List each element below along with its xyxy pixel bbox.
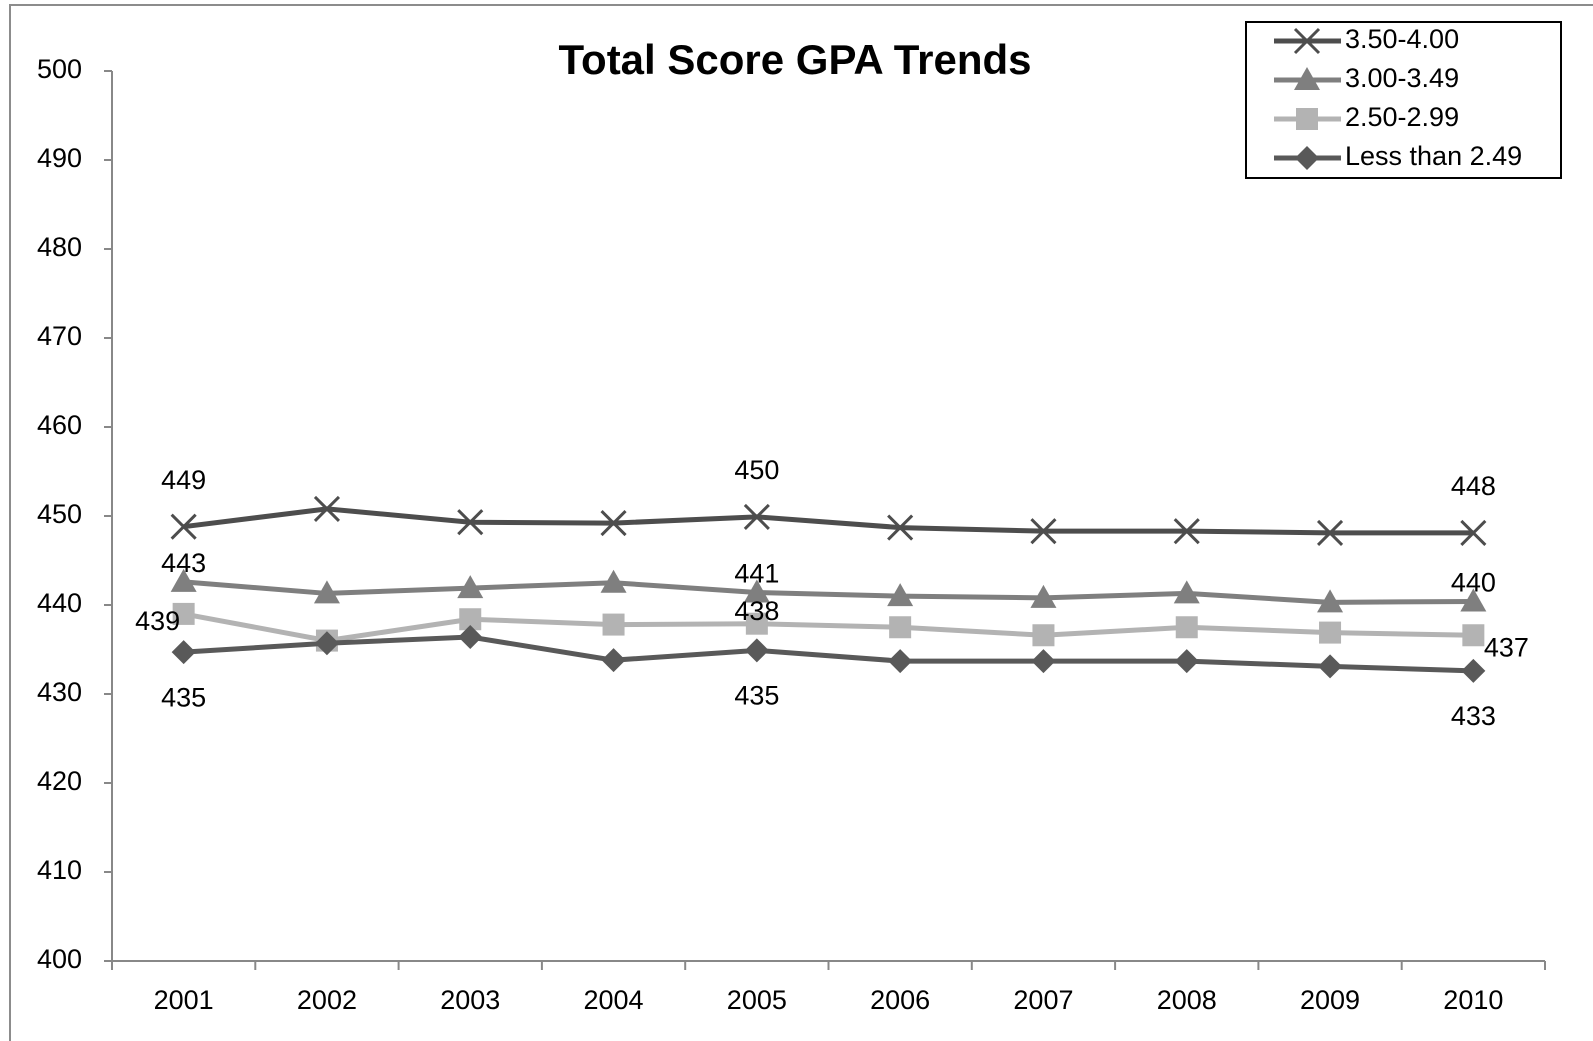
marker xyxy=(170,568,197,592)
marker xyxy=(743,503,770,530)
x-tick-label: 2005 xyxy=(727,985,787,1015)
marker xyxy=(1173,518,1200,545)
marker xyxy=(601,648,626,673)
marker xyxy=(1318,654,1343,679)
data-label: 443 xyxy=(161,548,206,578)
legend-marker xyxy=(1295,146,1319,170)
marker xyxy=(1173,580,1200,604)
marker xyxy=(745,612,768,635)
chart-frame xyxy=(9,4,1593,1041)
marker xyxy=(600,569,627,593)
marker xyxy=(1316,519,1344,546)
marker xyxy=(1462,624,1485,647)
legend-label: Less than 2.49 xyxy=(1345,141,1522,171)
marker xyxy=(744,638,769,663)
x-tick-label: 2003 xyxy=(440,985,500,1015)
data-label: 441 xyxy=(734,559,779,589)
marker xyxy=(171,640,196,665)
series-line xyxy=(183,611,1474,644)
marker xyxy=(170,513,197,540)
legend-marker xyxy=(1294,67,1320,90)
marker xyxy=(1317,589,1344,613)
marker xyxy=(1032,624,1055,647)
marker xyxy=(887,583,914,607)
legend-label: 2.50-2.99 xyxy=(1345,102,1459,132)
marker xyxy=(1461,658,1486,683)
marker xyxy=(457,575,484,599)
marker xyxy=(889,616,912,639)
y-tick-label: 430 xyxy=(37,677,82,707)
y-tick-label: 500 xyxy=(37,54,82,84)
marker xyxy=(459,608,482,631)
marker xyxy=(1175,616,1198,639)
data-label: 437 xyxy=(1484,632,1529,662)
legend-marker xyxy=(1296,108,1318,130)
data-label: 435 xyxy=(161,682,206,712)
marker xyxy=(887,514,914,541)
data-label: 440 xyxy=(1451,568,1496,598)
x-tick-label: 2007 xyxy=(1013,985,1073,1015)
data-label: 433 xyxy=(1451,701,1496,731)
y-tick-label: 450 xyxy=(37,499,82,529)
x-tick-label: 2010 xyxy=(1443,985,1503,1015)
x-tick-label: 2008 xyxy=(1157,985,1217,1015)
y-tick-label: 410 xyxy=(37,855,82,885)
marker xyxy=(1460,588,1487,612)
marker xyxy=(1030,584,1057,608)
marker xyxy=(743,579,770,603)
y-tick-label: 440 xyxy=(37,588,82,618)
marker xyxy=(172,602,195,625)
marker xyxy=(888,649,913,674)
y-tick-label: 470 xyxy=(37,321,82,351)
x-tick-label: 2002 xyxy=(297,985,357,1015)
marker xyxy=(457,509,484,536)
chart-title: Total Score GPA Trends xyxy=(559,36,1032,83)
data-label: 448 xyxy=(1451,471,1496,501)
data-label: 435 xyxy=(734,681,779,711)
data-label: 449 xyxy=(161,465,206,495)
marker xyxy=(313,580,340,604)
legend-label: 3.50-4.00 xyxy=(1345,24,1459,54)
marker xyxy=(314,631,339,656)
data-label: 450 xyxy=(734,455,779,485)
data-label: 439 xyxy=(135,606,180,636)
y-tick-label: 400 xyxy=(37,944,82,974)
series-line xyxy=(183,506,1474,536)
data-label: 438 xyxy=(734,596,779,626)
y-tick-label: 480 xyxy=(37,232,82,262)
y-tick-label: 490 xyxy=(37,143,82,173)
series-line xyxy=(183,634,1474,674)
x-tick-label: 2001 xyxy=(154,985,214,1015)
x-tick-label: 2004 xyxy=(584,985,644,1015)
marker xyxy=(1319,621,1342,644)
legend-label: 3.00-3.49 xyxy=(1345,63,1459,93)
marker xyxy=(1030,518,1057,545)
marker xyxy=(602,613,625,636)
x-tick-label: 2006 xyxy=(870,985,930,1015)
marker xyxy=(600,510,627,537)
series-line xyxy=(183,579,1474,605)
x-tick-label: 2009 xyxy=(1300,985,1360,1015)
marker xyxy=(1460,519,1487,546)
y-tick-label: 460 xyxy=(37,410,82,440)
marker xyxy=(313,495,341,522)
marker xyxy=(458,625,483,650)
y-tick-label: 420 xyxy=(37,766,82,796)
marker xyxy=(1031,649,1056,674)
legend-marker xyxy=(1293,27,1321,55)
marker xyxy=(1174,649,1199,674)
